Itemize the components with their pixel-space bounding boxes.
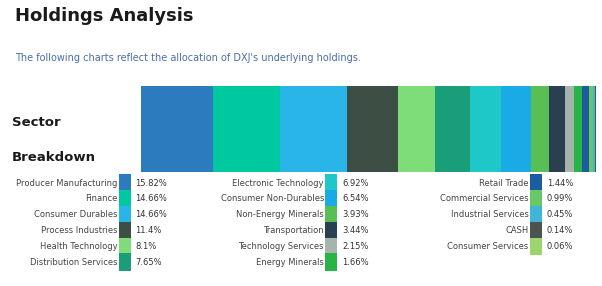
Text: Distribution Services: Distribution Services	[30, 258, 117, 267]
Text: Finance: Finance	[85, 194, 117, 203]
Text: 1.66%: 1.66%	[342, 258, 368, 267]
Text: 14.66%: 14.66%	[135, 210, 167, 219]
Text: 14.66%: 14.66%	[135, 194, 167, 203]
Bar	[213, 86, 280, 172]
Text: 3.93%: 3.93%	[342, 210, 368, 219]
Text: Transportation: Transportation	[263, 226, 324, 235]
Text: Consumer Non-Durables: Consumer Non-Durables	[220, 194, 324, 203]
Bar	[501, 86, 531, 172]
Text: Technology Services: Technology Services	[238, 242, 324, 251]
Text: Retail Trade: Retail Trade	[479, 178, 529, 188]
Bar	[549, 86, 565, 172]
Text: Holdings Analysis: Holdings Analysis	[15, 7, 194, 25]
Text: Breakdown: Breakdown	[12, 151, 96, 164]
Text: 7.65%: 7.65%	[135, 258, 162, 267]
Text: 1.44%: 1.44%	[547, 178, 573, 188]
Text: Non-Energy Minerals: Non-Energy Minerals	[236, 210, 324, 219]
Text: 8.1%: 8.1%	[135, 242, 157, 251]
Text: 2.15%: 2.15%	[342, 242, 368, 251]
Text: Electronic Technology: Electronic Technology	[232, 178, 324, 188]
Text: Producer Manufacturing: Producer Manufacturing	[16, 178, 117, 188]
Text: 0.14%: 0.14%	[547, 226, 573, 235]
Text: Process Industries: Process Industries	[41, 226, 117, 235]
Bar	[470, 86, 501, 172]
Text: 0.06%: 0.06%	[547, 242, 573, 251]
Bar	[399, 86, 435, 172]
Text: 11.4%: 11.4%	[135, 226, 162, 235]
Bar	[574, 86, 582, 172]
Bar	[593, 86, 595, 172]
Text: Energy Minerals: Energy Minerals	[256, 258, 324, 267]
Text: 3.44%: 3.44%	[342, 226, 368, 235]
Text: The following charts reflect the allocation of DXJ's underlying holdings.: The following charts reflect the allocat…	[15, 53, 361, 63]
Text: 15.82%: 15.82%	[135, 178, 167, 188]
Bar	[141, 86, 213, 172]
Text: 6.54%: 6.54%	[342, 194, 368, 203]
Text: Commercial Services: Commercial Services	[440, 194, 529, 203]
Text: Consumer Services: Consumer Services	[447, 242, 529, 251]
Bar	[435, 86, 470, 172]
Text: Sector: Sector	[12, 116, 61, 130]
Bar	[595, 86, 596, 172]
Bar	[565, 86, 574, 172]
Text: Industrial Services: Industrial Services	[451, 210, 529, 219]
Bar	[280, 86, 347, 172]
Text: 0.45%: 0.45%	[547, 210, 573, 219]
Text: CASH: CASH	[505, 226, 529, 235]
Bar	[589, 86, 593, 172]
Bar	[582, 86, 589, 172]
Text: 0.99%: 0.99%	[547, 194, 573, 203]
Text: Consumer Durables: Consumer Durables	[34, 210, 117, 219]
Bar	[347, 86, 399, 172]
Bar	[531, 86, 549, 172]
Text: Health Technology: Health Technology	[40, 242, 117, 251]
Text: 6.92%: 6.92%	[342, 178, 368, 188]
